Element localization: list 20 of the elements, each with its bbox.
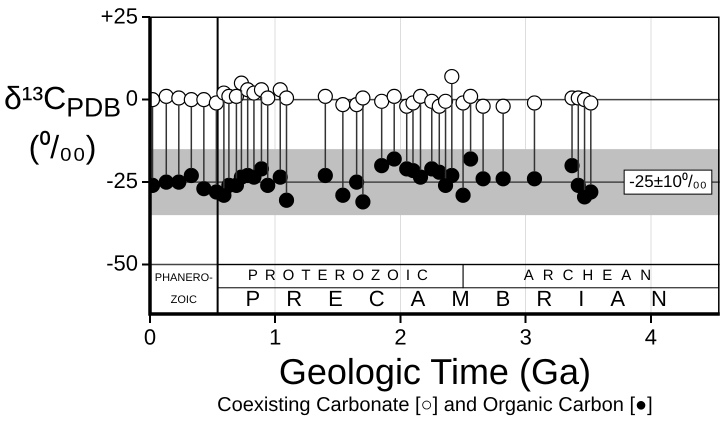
text: PHANERO-ZOIC (154, 272, 213, 306)
x-tick-label: 4 (644, 324, 658, 350)
x-tick-label: 2 (394, 324, 407, 350)
y-tick-label: +25 (100, 3, 138, 28)
text: ARCHEAN (524, 267, 660, 284)
text: Coexisting Carbonate [○] and Organic Carbon [●] (216, 394, 654, 417)
x-tick-label: 1 (269, 324, 282, 350)
band-label: -25±10⁰/₀₀ (629, 172, 707, 191)
point (444, 68, 460, 84)
y-tick-label: -25 (106, 168, 138, 194)
x-axis-title: Geologic Time (Ga) (278, 350, 591, 392)
y-tick-label: 0 (126, 86, 138, 111)
point (278, 192, 294, 208)
text: PRECAMBRIAN (246, 286, 693, 311)
x-tick-label: 0 (144, 324, 156, 350)
y-tick-label: -50 (106, 250, 138, 276)
point (355, 194, 370, 210)
y-axis-title: δ¹³C$_{PDB}$ (⁰/₀₀) (2, 79, 122, 168)
x-tick-label: 3 (520, 324, 532, 350)
text: PROTEROZOIC (248, 267, 435, 284)
